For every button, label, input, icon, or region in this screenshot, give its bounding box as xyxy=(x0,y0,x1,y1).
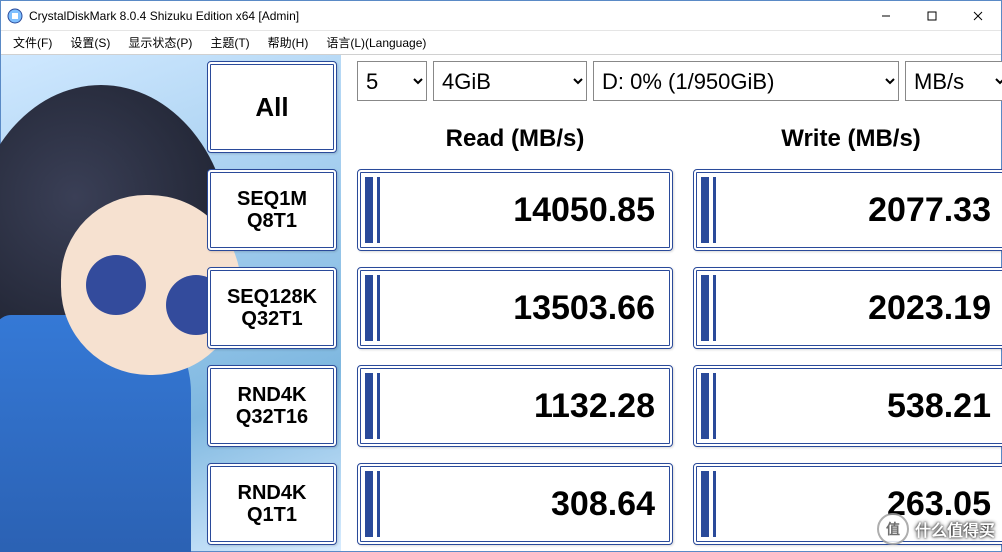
read-header: Read (MB/s) xyxy=(357,125,673,153)
test-label-line1: SEQ1M xyxy=(237,188,307,210)
app-icon xyxy=(7,8,23,24)
read-value-1: 13503.66 xyxy=(357,267,673,349)
write-value-1: 2023.19 xyxy=(693,267,1002,349)
test-size-select[interactable]: 4GiB xyxy=(433,61,587,101)
benchmark-grid: All 5 4GiB D: 0% (1/950GiB) MB/s Read (M… xyxy=(201,55,1002,551)
maximize-button[interactable] xyxy=(909,1,955,30)
test-button-seq1m-q8t1[interactable]: SEQ1M Q8T1 xyxy=(207,169,337,251)
window-controls xyxy=(863,1,1001,30)
test-label-line1: SEQ128K xyxy=(227,286,317,308)
menu-help[interactable]: 帮助(H) xyxy=(260,32,317,53)
close-button[interactable] xyxy=(955,1,1001,30)
test-label-line1: RND4K xyxy=(238,482,307,504)
menubar: 文件(F) 设置(S) 显示状态(P) 主题(T) 帮助(H) 语言(L)(La… xyxy=(1,31,1001,55)
test-button-rnd4k-q1t1[interactable]: RND4K Q1T1 xyxy=(207,463,337,545)
test-label-line2: Q1T1 xyxy=(247,504,297,526)
menu-theme[interactable]: 主题(T) xyxy=(202,32,257,53)
read-value-0: 14050.85 xyxy=(357,169,673,251)
test-button-seq128k-q32t1[interactable]: SEQ128K Q32T1 xyxy=(207,267,337,349)
test-label-line2: Q8T1 xyxy=(247,210,297,232)
window-title: CrystalDiskMark 8.0.4 Shizuku Edition x6… xyxy=(29,9,863,23)
titlebar: CrystalDiskMark 8.0.4 Shizuku Edition x6… xyxy=(1,1,1001,31)
watermark-badge-icon: 值 xyxy=(877,513,909,545)
minimize-button[interactable] xyxy=(863,1,909,30)
watermark: 值 什么值得买 xyxy=(877,513,995,545)
test-label-line2: Q32T1 xyxy=(241,308,302,330)
run-all-label: All xyxy=(255,92,288,123)
write-value-2: 538.21 xyxy=(693,365,1002,447)
selector-row: 5 4GiB D: 0% (1/950GiB) MB/s xyxy=(357,61,1002,103)
run-all-button[interactable]: All xyxy=(207,61,337,153)
menu-settings[interactable]: 设置(S) xyxy=(62,32,118,53)
write-value-0: 2077.33 xyxy=(693,169,1002,251)
watermark-text: 什么值得买 xyxy=(915,517,995,541)
drive-select[interactable]: D: 0% (1/950GiB) xyxy=(593,61,899,101)
menu-display[interactable]: 显示状态(P) xyxy=(120,32,200,53)
menu-language[interactable]: 语言(L)(Language) xyxy=(318,32,434,53)
test-count-select[interactable]: 5 xyxy=(357,61,427,101)
test-button-rnd4k-q32t16[interactable]: RND4K Q32T16 xyxy=(207,365,337,447)
content-area: All 5 4GiB D: 0% (1/950GiB) MB/s Read (M… xyxy=(1,55,1001,551)
read-value-3: 308.64 xyxy=(357,463,673,545)
unit-select[interactable]: MB/s xyxy=(905,61,1002,101)
menu-file[interactable]: 文件(F) xyxy=(5,32,60,53)
app-window: CrystalDiskMark 8.0.4 Shizuku Edition x6… xyxy=(0,0,1002,552)
test-label-line2: Q32T16 xyxy=(236,406,308,428)
read-value-2: 1132.28 xyxy=(357,365,673,447)
write-header: Write (MB/s) xyxy=(693,125,1002,153)
test-label-line1: RND4K xyxy=(238,384,307,406)
